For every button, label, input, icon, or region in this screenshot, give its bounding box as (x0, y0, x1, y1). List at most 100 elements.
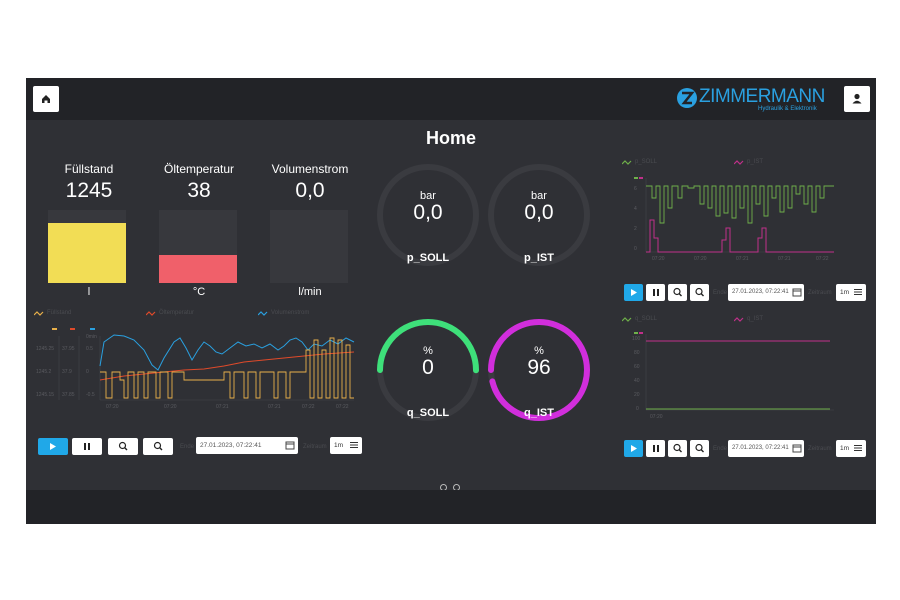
y-tick: 100 (632, 336, 641, 342)
y-tick: 2 (634, 226, 637, 232)
gauge-p-soll: bar 0,0 (374, 161, 482, 269)
zoom-in-icon (118, 441, 128, 451)
play-button[interactable] (624, 440, 643, 457)
gauge-arc (377, 319, 479, 421)
x-tick: 07:22 (816, 256, 829, 262)
range-select[interactable]: 1m (836, 440, 866, 457)
axis-color-marker (52, 328, 57, 330)
play-button[interactable] (624, 284, 643, 301)
end-date-field[interactable]: 27.01.2023, 07:22:41 (196, 437, 298, 454)
y-tick: 1245.2 (36, 369, 52, 375)
zoom-in-button[interactable] (668, 284, 687, 301)
logo-subtitle: Hydraulik & Elektronik (758, 106, 817, 112)
tank-value: 0,0 (295, 179, 325, 202)
hmi-app: ZIMMERMANN Hydraulik & Elektronik Home F… (26, 78, 876, 524)
range-select[interactable]: 1m (836, 284, 866, 301)
zoom-out-icon (695, 443, 704, 453)
end-date-field[interactable]: 27.01.2023, 07:22:41 (728, 284, 804, 301)
pause-button[interactable] (72, 438, 102, 455)
x-tick: 07:22 (336, 404, 349, 410)
gauge-value: 96 (527, 356, 551, 379)
legend-wave-icon (146, 311, 156, 316)
range-select[interactable]: 1m (330, 437, 362, 454)
logo-text: ZIMMERMANN (699, 86, 825, 107)
pause-icon (653, 445, 659, 452)
play-icon (631, 289, 637, 296)
y-tick: 37.85 (62, 392, 75, 398)
gauge-unit: bar (531, 190, 547, 202)
pause-icon (84, 443, 90, 450)
axis-color-marker (70, 328, 75, 330)
range-value: 1m (840, 289, 850, 296)
tank-fill (159, 255, 237, 283)
zoom-out-button[interactable] (143, 438, 173, 455)
gauge-value: 0 (422, 356, 434, 379)
zoom-out-button[interactable] (690, 440, 709, 457)
calendar-icon (792, 288, 802, 297)
x-tick: 07:20 (694, 256, 707, 262)
zoom-in-button[interactable] (668, 440, 687, 457)
zoom-in-button[interactable] (108, 438, 138, 455)
home-button[interactable] (33, 86, 59, 112)
end-label: Ende (713, 446, 728, 452)
gauge-q-soll: % 0 (374, 316, 482, 424)
y-tick: 1245.15 (36, 392, 54, 398)
y-tick: 0 (86, 369, 89, 375)
tank-value: 1245 (65, 179, 113, 202)
range-label: Zeitraum (808, 446, 832, 452)
gauge-label-q-soll: q_SOLL (406, 407, 450, 419)
legend-wave-icon (622, 160, 632, 165)
gauge-arc (377, 164, 479, 266)
legend-item: Volumenstrom (271, 310, 310, 316)
user-icon (852, 93, 862, 104)
legend-wave-icon (622, 317, 632, 322)
legend-wave-icon (258, 311, 268, 316)
gauge-label-p-soll: p_SOLL (406, 252, 450, 264)
legend-item: p_SOLL (635, 159, 658, 165)
gauge-arc (488, 164, 590, 266)
gauge-value: 0,0 (413, 201, 443, 224)
trend-chart-left: Füllstand Öltemperatur Volumenstrom 1245… (34, 308, 359, 416)
end-date-value: 27.01.2023, 07:22:41 (732, 445, 789, 451)
trend-chart-left-plot: 1245.25 1245.2 1245.15 37.95 37.9 37.85 … (36, 328, 355, 410)
y-tick: 0.5 (86, 346, 93, 352)
menu-icon (854, 289, 862, 295)
end-date-value: 27.01.2023, 07:22:41 (200, 442, 262, 449)
gauge-unit: % (534, 345, 544, 357)
tank-level-bar (270, 210, 348, 283)
range-label: Zeitraum (303, 444, 327, 450)
play-button[interactable] (38, 438, 68, 455)
y-tick: 80 (634, 350, 640, 356)
home-icon (42, 95, 50, 103)
tank-unit: l/min (298, 286, 322, 298)
gauge-q-ist: % 96 (485, 316, 593, 424)
user-button[interactable] (844, 86, 870, 112)
end-label: Ende (713, 290, 728, 296)
y-tick: 40 (634, 378, 640, 384)
trend-line-volumenstrom (99, 334, 355, 371)
menu-icon (854, 445, 862, 451)
zoom-in-icon (673, 287, 682, 297)
x-tick: 07:20 (650, 414, 663, 420)
top-bar: ZIMMERMANN Hydraulik & Elektronik (26, 78, 876, 120)
play-icon (631, 445, 637, 452)
zoom-out-button[interactable] (690, 284, 709, 301)
pause-icon (653, 289, 659, 296)
y-tick: -0.5 (86, 392, 95, 398)
zoom-in-icon (673, 443, 682, 453)
legend-wave-icon (34, 311, 44, 316)
trend-line-fuellstand (100, 337, 354, 399)
x-tick: 07:21 (778, 256, 791, 262)
zoom-out-icon (153, 441, 163, 451)
zoom-out-icon (695, 287, 704, 297)
tank-title: Volumenstrom (271, 162, 349, 176)
legend-item: Öltemperatur (159, 310, 195, 316)
pause-button[interactable] (646, 284, 665, 301)
end-date-field[interactable]: 27.01.2023, 07:22:41 (728, 440, 804, 457)
tank-title: Füllstand (64, 162, 114, 176)
y-tick: 37.9 (62, 369, 72, 375)
calendar-icon (792, 444, 802, 453)
pause-button[interactable] (646, 440, 665, 457)
tank-level-bar (159, 210, 237, 283)
gauge-label-p-ist: p_IST (524, 252, 554, 264)
